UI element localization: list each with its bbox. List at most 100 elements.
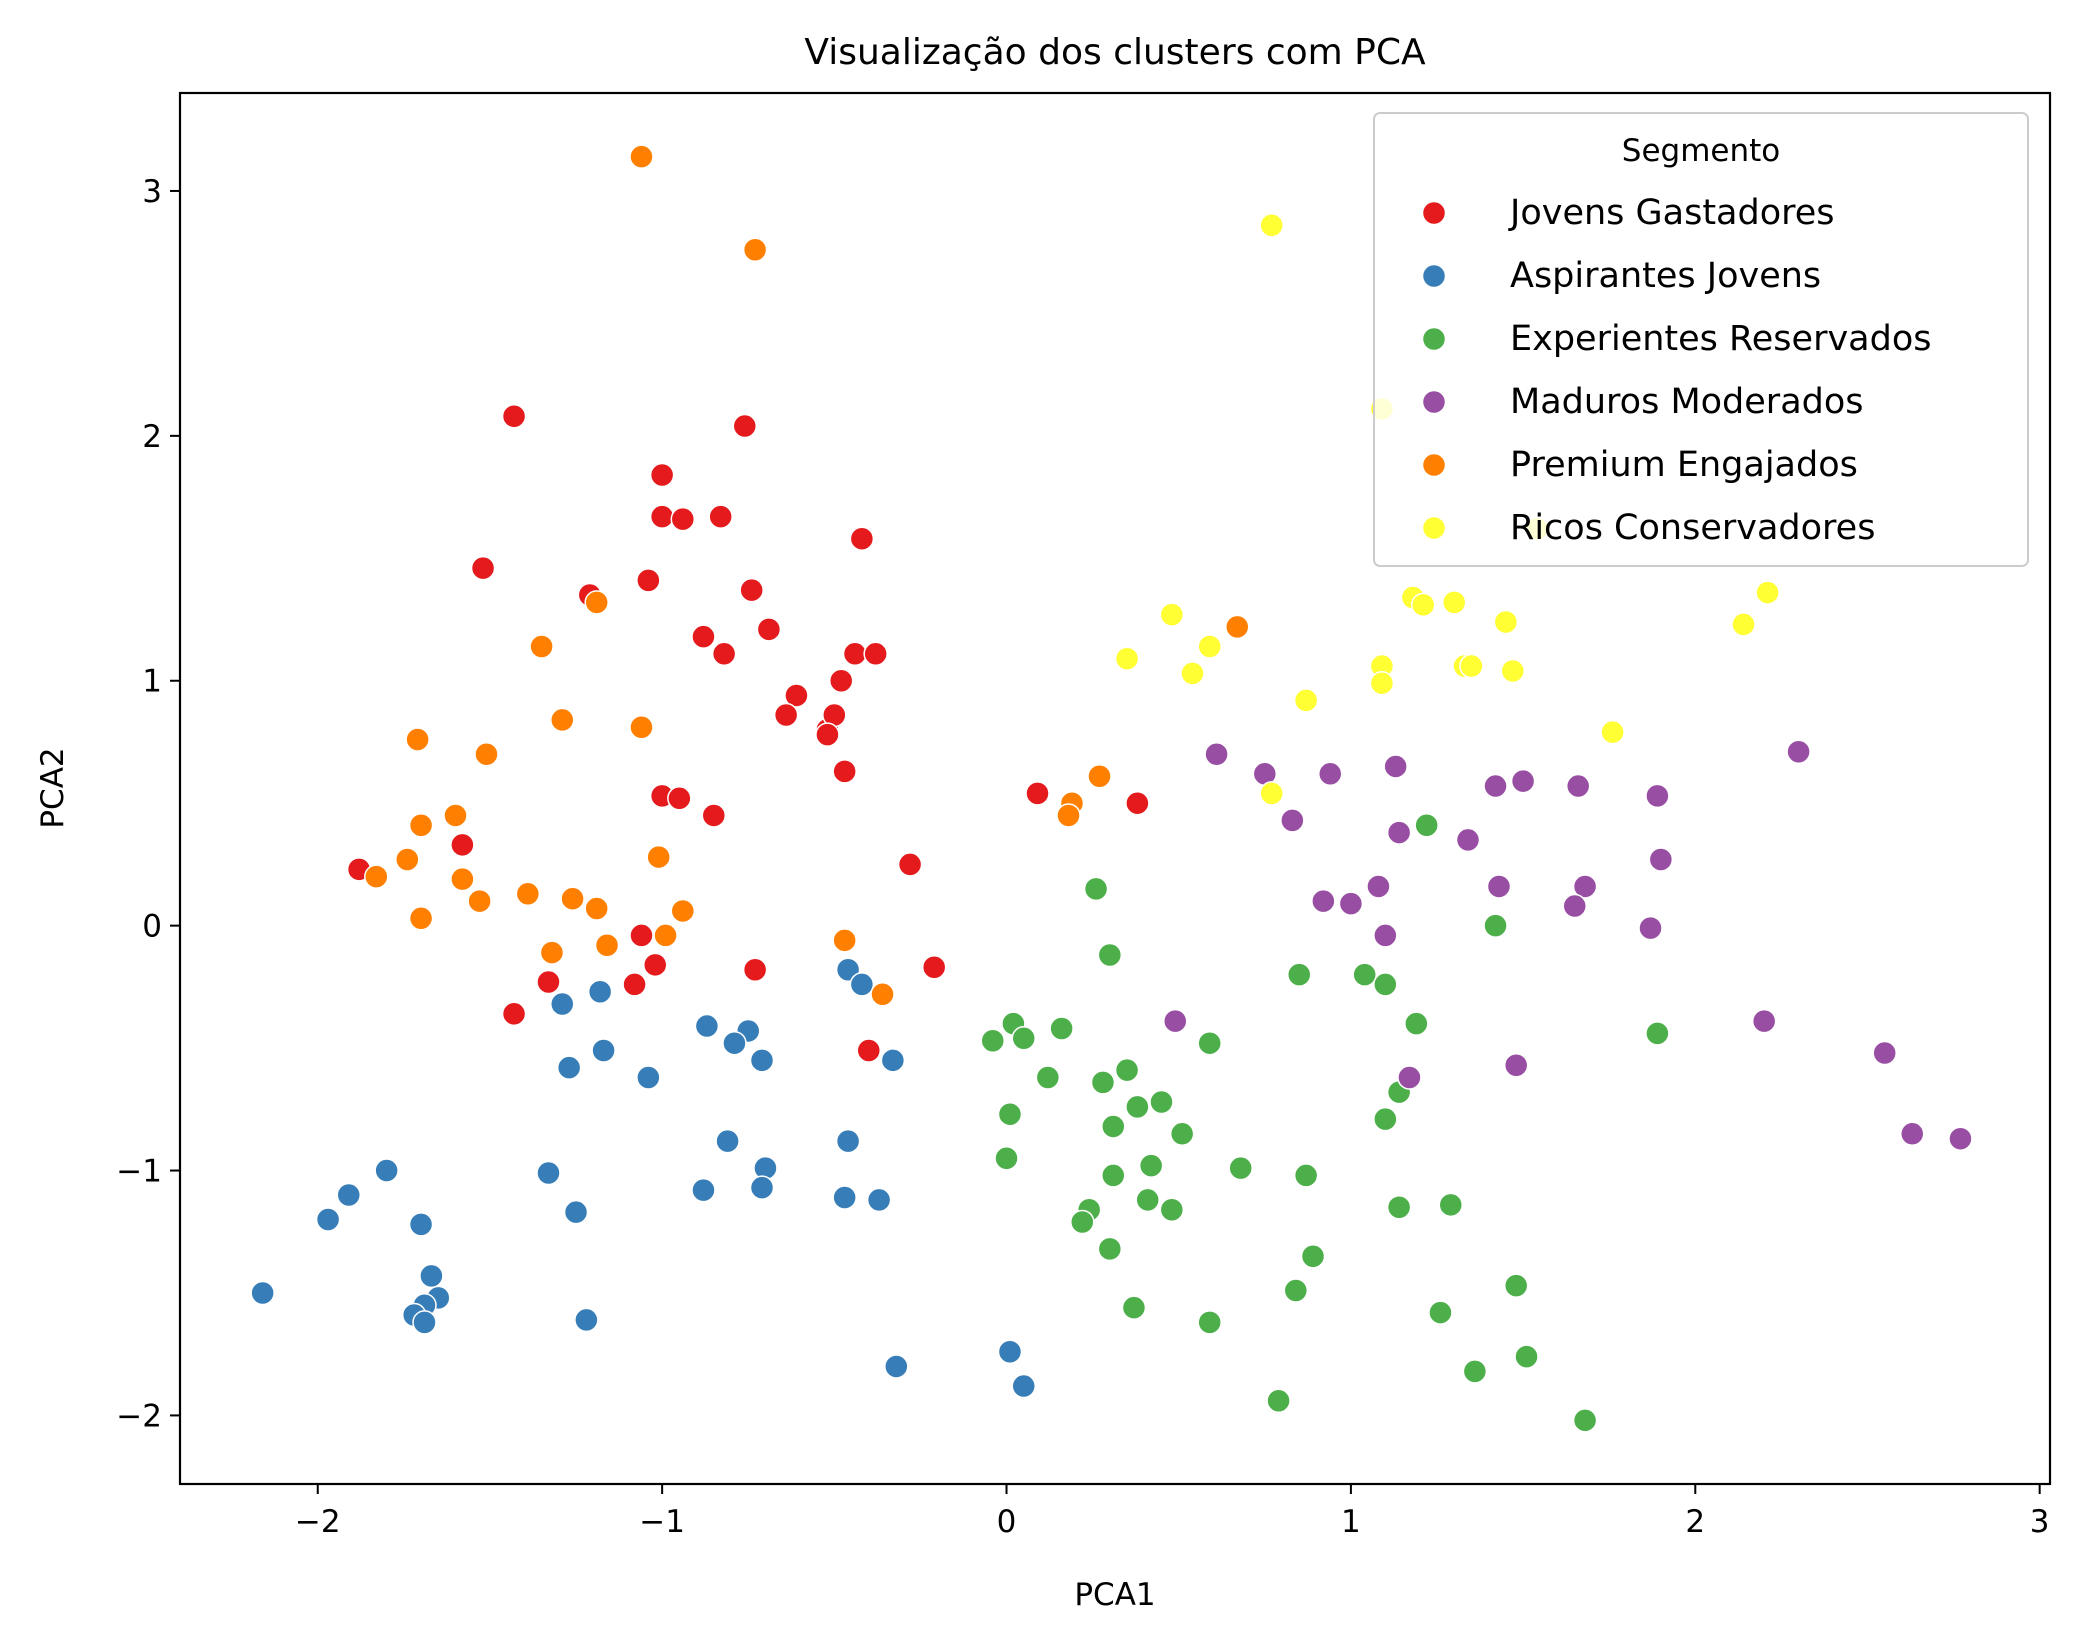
data-point xyxy=(691,624,716,649)
data-point xyxy=(364,864,389,889)
y-tick-label: −1 xyxy=(116,1154,162,1190)
data-point xyxy=(1397,1065,1422,1090)
legend-marker xyxy=(1421,326,1447,352)
data-point xyxy=(1011,1026,1036,1051)
data-point xyxy=(450,832,475,858)
data-point xyxy=(1197,1030,1222,1056)
x-tick-label: 3 xyxy=(2030,1504,2050,1540)
data-point xyxy=(408,812,434,838)
series-4 xyxy=(1163,739,1973,1151)
data-point xyxy=(1135,1187,1160,1213)
data-point xyxy=(629,923,654,948)
y-tick-label: 3 xyxy=(142,174,162,210)
data-point xyxy=(1280,808,1305,833)
data-point xyxy=(1572,1408,1598,1433)
data-point xyxy=(646,844,671,870)
data-point xyxy=(832,1185,857,1210)
data-point xyxy=(701,803,727,828)
data-point xyxy=(849,972,875,997)
data-point xyxy=(470,555,496,581)
data-point xyxy=(1455,827,1481,853)
data-point xyxy=(694,1013,720,1039)
data-point xyxy=(828,668,854,693)
data-point xyxy=(1510,768,1536,794)
data-point xyxy=(642,952,668,978)
data-point xyxy=(1138,1153,1164,1178)
legend-label: Experientes Reservados xyxy=(1510,319,1932,359)
data-point xyxy=(412,1310,437,1335)
data-point xyxy=(997,1339,1023,1365)
data-point xyxy=(1648,847,1674,872)
data-point xyxy=(1369,670,1395,696)
data-point xyxy=(408,1212,434,1237)
data-point xyxy=(866,1187,892,1213)
data-point xyxy=(1751,1008,1777,1034)
data-point xyxy=(574,1307,599,1333)
data-point xyxy=(1169,1121,1195,1147)
data-point xyxy=(715,1128,740,1154)
data-point xyxy=(1562,893,1588,919)
data-point xyxy=(1483,773,1508,799)
x-tick-label: −2 xyxy=(295,1504,341,1540)
data-point xyxy=(1373,1106,1398,1132)
data-point xyxy=(880,1048,906,1073)
data-point xyxy=(1159,602,1185,627)
data-point xyxy=(1503,1273,1529,1298)
points-layer xyxy=(250,144,1973,1433)
legend-marker xyxy=(1421,200,1447,226)
data-point xyxy=(842,641,868,667)
data-point xyxy=(539,940,565,965)
data-point xyxy=(863,641,888,667)
data-point xyxy=(1786,739,1811,765)
data-point xyxy=(649,504,675,529)
legend-label: Maduros Moderados xyxy=(1510,382,1864,422)
data-point xyxy=(997,1101,1023,1127)
data-point xyxy=(1025,781,1050,806)
y-axis-label: PCA2 xyxy=(35,747,71,828)
data-point xyxy=(739,577,764,603)
data-point xyxy=(742,957,768,982)
data-point xyxy=(667,786,692,811)
data-point xyxy=(1948,1126,1973,1151)
data-point xyxy=(1638,915,1663,941)
data-point xyxy=(1366,874,1391,899)
legend-marker xyxy=(1421,452,1447,478)
data-point xyxy=(1486,874,1512,899)
data-point xyxy=(1114,646,1140,671)
data-point xyxy=(1462,1359,1488,1384)
data-point xyxy=(1180,661,1205,686)
x-tick-label: 0 xyxy=(997,1504,1017,1540)
data-point xyxy=(1386,1195,1412,1220)
data-point xyxy=(1035,1065,1061,1090)
data-point xyxy=(849,526,875,551)
y-tick-label: 2 xyxy=(142,419,162,455)
data-point xyxy=(742,237,768,262)
data-point xyxy=(749,1175,775,1200)
data-point xyxy=(1441,590,1467,615)
data-point xyxy=(629,715,654,740)
data-point xyxy=(815,722,840,747)
data-point xyxy=(1383,754,1408,779)
data-point xyxy=(670,898,696,924)
data-point xyxy=(1163,1008,1188,1034)
data-point xyxy=(408,906,434,931)
data-point xyxy=(1500,658,1526,684)
data-point xyxy=(653,923,678,948)
data-point xyxy=(563,1199,589,1225)
data-point xyxy=(629,144,654,169)
data-point xyxy=(980,1028,1005,1053)
data-point xyxy=(1083,876,1109,902)
data-point xyxy=(722,1030,747,1056)
data-point xyxy=(708,504,733,529)
data-point xyxy=(1459,653,1484,679)
data-point xyxy=(1373,972,1398,997)
data-point xyxy=(884,1354,909,1379)
data-point xyxy=(1159,1197,1185,1222)
y-axis: −2 −1 0 1 2 3 xyxy=(116,174,180,1434)
legend-label: Ricos Conservadores xyxy=(1510,508,1875,548)
data-point xyxy=(1872,1040,1897,1066)
data-point xyxy=(1283,1278,1309,1303)
data-point xyxy=(374,1158,399,1183)
legend-title: Segmento xyxy=(1622,133,1780,169)
